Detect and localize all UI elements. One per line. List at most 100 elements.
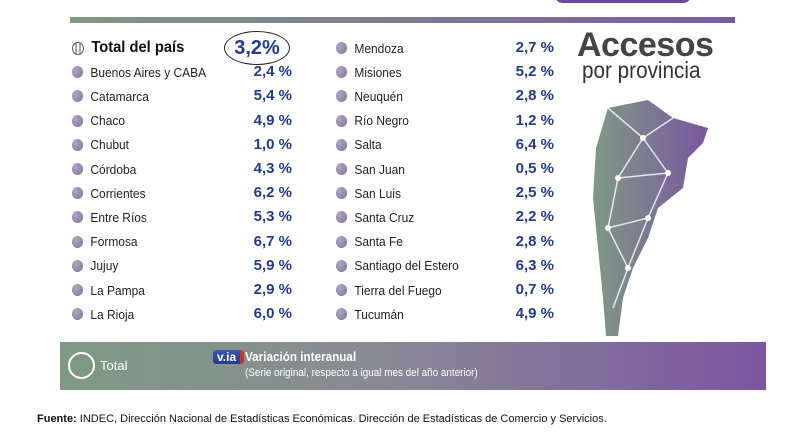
province-value: 5,4 % — [253, 87, 292, 105]
bullet-icon — [336, 163, 348, 175]
province-value: 1,0 % — [253, 135, 292, 153]
province-name: Catamarca — [90, 88, 149, 104]
province-name: Santiago del Estero — [354, 258, 459, 274]
province-row: Santa Fe — [336, 230, 403, 254]
source-note: Fuente: INDEC, Dirección Nacional de Est… — [37, 413, 607, 425]
bullet-icon — [336, 284, 348, 296]
total-row: Total del país — [72, 36, 184, 60]
via-badge: v.ia — [213, 350, 245, 364]
province-value: 2,8 % — [515, 87, 554, 105]
province-name: Córdoba — [90, 161, 137, 177]
via-subtitle: (Serie original, respecto a igual mes de… — [245, 367, 478, 379]
bullet-icon — [336, 211, 348, 224]
bullet-icon — [72, 308, 84, 321]
province-row: Buenos Aires y CABA — [72, 60, 206, 84]
province-name: Formosa — [90, 234, 138, 250]
source-label: Fuente: — [37, 413, 77, 425]
province-row: San Juan — [336, 157, 405, 181]
province-value: 1,2 % — [515, 111, 554, 129]
top-divider — [70, 17, 735, 23]
province-value: 4,3 % — [253, 160, 292, 177]
bullet-icon — [72, 284, 84, 296]
province-value: 5,3 % — [253, 208, 292, 226]
province-row: Mendoza — [336, 36, 404, 60]
legend-band: Total v.ia Variación interanual (Serie o… — [60, 342, 766, 390]
globe-icon — [72, 41, 84, 55]
header-pill — [555, 0, 691, 3]
province-value: 2,7 % — [515, 39, 554, 56]
province-row: Corrientes — [72, 181, 146, 205]
province-row: Córdoba — [72, 157, 136, 181]
province-name: Corrientes — [90, 185, 146, 201]
province-value: 0,5 % — [515, 160, 554, 177]
province-name: Santa Cruz — [354, 209, 415, 225]
province-name: Misiones — [354, 64, 402, 80]
province-name: Río Negro — [354, 113, 409, 129]
province-value: 5,2 % — [515, 63, 554, 81]
bullet-icon — [336, 90, 348, 103]
province-name: Buenos Aires y CABA — [90, 64, 207, 80]
province-row: San Luis — [336, 181, 401, 205]
province-value: 6,7 % — [253, 232, 292, 250]
province-name: La Pampa — [90, 282, 145, 298]
province-name: Santa Fe — [354, 234, 403, 250]
province-value: 4,9 % — [253, 111, 292, 129]
argentina-map — [593, 100, 708, 336]
province-name: Entre Ríos — [90, 209, 147, 225]
bullet-icon — [336, 187, 348, 200]
total-label: Total del país — [91, 39, 185, 56]
bullet-icon — [72, 235, 84, 248]
province-row: Río Negro — [336, 109, 409, 133]
province-name: Neuquén — [354, 88, 403, 104]
province-row: Santiago del Estero — [336, 254, 459, 278]
province-name: Chaco — [90, 113, 125, 129]
province-row: Salta — [336, 133, 382, 157]
bullet-icon — [72, 114, 84, 127]
bullet-icon — [72, 163, 84, 175]
province-name: Jujuy — [90, 258, 119, 274]
bullet-icon — [336, 114, 348, 127]
province-value: 2,9 % — [253, 281, 292, 298]
province-row: Chaco — [72, 109, 125, 133]
province-value: 2,4 % — [253, 63, 292, 81]
province-value: 2,2 % — [515, 208, 554, 226]
province-row: La Pampa — [72, 278, 145, 302]
province-row: Santa Cruz — [336, 205, 414, 229]
subtitle: por provincia — [582, 57, 701, 83]
province-row: Chubut — [72, 133, 129, 157]
total-value: 3,2% — [224, 31, 290, 65]
province-row: Jujuy — [72, 254, 118, 278]
province-value: 2,8 % — [515, 232, 554, 250]
province-name: Tucumán — [354, 306, 404, 322]
legend-total-label: Total — [100, 358, 128, 373]
province-name: La Rioja — [90, 306, 135, 322]
province-row: Entre Ríos — [72, 205, 147, 229]
globe-icon — [68, 352, 95, 379]
bullet-icon — [72, 138, 84, 151]
bullet-icon — [336, 66, 348, 79]
via-title: Variación interanual — [245, 349, 357, 364]
province-value: 6,0 % — [253, 305, 292, 323]
province-row: Catamarca — [72, 84, 149, 108]
province-row: Tucumán — [336, 302, 404, 326]
province-row: Formosa — [72, 230, 138, 254]
province-name: San Juan — [354, 161, 405, 177]
province-name: Tierra del Fuego — [354, 282, 442, 298]
province-value: 0,7 % — [515, 281, 554, 298]
province-value: 6,3 % — [515, 256, 554, 274]
title: Accesos — [577, 26, 714, 64]
province-name: Chubut — [90, 137, 129, 153]
province-row: Neuquén — [336, 84, 403, 108]
bullet-icon — [336, 308, 348, 321]
province-name: San Luis — [354, 185, 401, 201]
bullet-icon — [72, 66, 84, 79]
bullet-icon — [72, 187, 84, 200]
province-value: 4,9 % — [515, 305, 554, 323]
bullet-icon — [336, 138, 348, 151]
bullet-icon — [72, 90, 84, 103]
province-value: 6,2 % — [253, 184, 292, 202]
bullet-icon — [72, 259, 84, 272]
province-value: 6,4 % — [515, 135, 554, 153]
bullet-icon — [336, 42, 348, 54]
bullet-icon — [72, 211, 84, 224]
